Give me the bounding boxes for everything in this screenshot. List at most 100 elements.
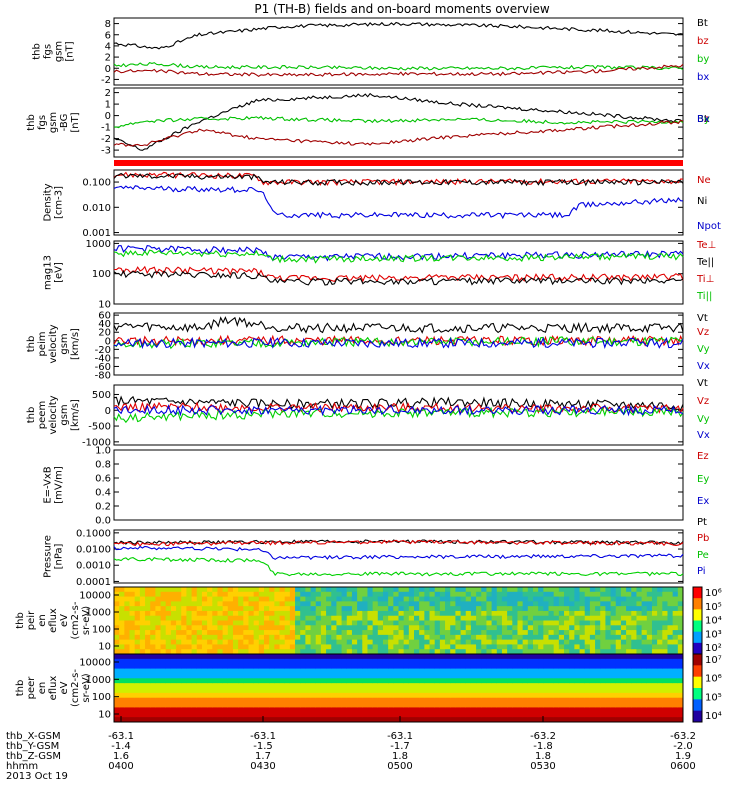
heatmap-cell <box>610 707 617 713</box>
heatmap-cell <box>232 591 239 598</box>
heatmap-cell <box>201 717 208 723</box>
heatmap-cell <box>388 625 394 631</box>
heatmap-cell <box>253 702 260 708</box>
heatmap-cell <box>662 634 668 641</box>
heatmap-cell <box>238 673 244 679</box>
legend-entry: by <box>697 54 709 65</box>
heatmap-cell <box>486 591 493 598</box>
heatmap-cell <box>589 591 596 598</box>
heatmap-cell <box>564 634 570 641</box>
heatmap-cell <box>646 683 653 689</box>
heatmap-cell <box>284 683 291 689</box>
heatmap-cell <box>610 634 617 641</box>
heatmap-cell <box>134 697 141 704</box>
heatmap-cell <box>388 668 394 674</box>
heatmap-cell <box>357 663 363 670</box>
series-by-line <box>113 61 684 71</box>
heatmap-cell <box>662 688 668 694</box>
heatmap-cell <box>227 591 234 598</box>
heatmap-cell <box>351 654 358 660</box>
heatmap-cell <box>186 649 193 655</box>
heatmap-cell <box>600 717 606 723</box>
heatmap-cell <box>207 673 213 679</box>
heatmap-cell <box>507 673 513 679</box>
heatmap-cell <box>491 649 498 655</box>
heatmap-cell <box>445 673 451 679</box>
heatmap-cell <box>119 688 125 694</box>
heatmap-cell <box>408 606 415 612</box>
heatmap-cell <box>284 707 291 713</box>
heatmap-cell <box>481 678 487 684</box>
series-ti-line <box>113 244 684 262</box>
ytick-label: 6 <box>105 30 111 41</box>
heatmap-cell <box>393 668 399 674</box>
heatmap-cell <box>129 683 136 689</box>
heatmap-cell <box>150 692 156 699</box>
heatmap-cell <box>336 663 343 670</box>
heatmap-cell <box>672 692 679 699</box>
heatmap-cell <box>538 692 544 699</box>
heatmap-cell <box>419 668 425 674</box>
heatmap-cell <box>217 601 224 607</box>
heatmap-cell <box>424 587 431 593</box>
heatmap-cell <box>279 692 286 699</box>
heatmap-cell <box>176 668 182 674</box>
heatmap-cell <box>326 639 332 645</box>
heatmap-cell <box>491 625 498 631</box>
heatmap-cell <box>145 610 151 617</box>
heatmap-cell <box>181 717 187 723</box>
heatmap-cell <box>398 601 405 607</box>
xaxis-row-label: thb_Z-GSM <box>6 751 61 762</box>
heatmap-cell <box>134 591 141 598</box>
heatmap-cell <box>486 615 493 621</box>
heatmap-cell <box>232 678 239 684</box>
heatmap-cell <box>201 625 208 631</box>
heatmap-cell <box>253 717 260 723</box>
heatmap-cell <box>651 649 658 655</box>
heatmap-cell <box>145 591 151 598</box>
heatmap-cell <box>124 625 131 631</box>
heatmap-cell <box>341 707 348 713</box>
heatmap-cell <box>289 697 296 704</box>
heatmap-cell <box>243 620 249 626</box>
heatmap-cell <box>295 620 301 626</box>
heatmap-cell <box>460 658 467 665</box>
heatmap-cell <box>243 678 249 684</box>
heatmap-cell <box>351 678 358 684</box>
heatmap-cell <box>548 654 555 660</box>
heatmap-cell <box>269 697 275 704</box>
heatmap-cell <box>351 601 358 607</box>
heatmap-cell <box>595 591 601 598</box>
heatmap-cell <box>677 673 684 679</box>
heatmap-cell <box>207 610 213 617</box>
heatmap-cell <box>538 654 544 660</box>
heatmap-cell <box>610 697 617 704</box>
heatmap-cell <box>367 692 374 699</box>
panel-8: Pressure[nPa]0.10000.01000.00100.0001PtP… <box>43 517 710 588</box>
heatmap-cell <box>501 591 508 598</box>
heatmap-cell <box>320 644 327 650</box>
heatmap-cell <box>398 644 405 650</box>
heatmap-cell <box>217 596 224 602</box>
heatmap-cell <box>139 717 146 723</box>
heatmap-cell <box>398 615 405 621</box>
heatmap-cell <box>429 591 436 598</box>
heatmap-cell <box>176 697 182 704</box>
panel-ylabel: thbpeirenefluxeV(cm2-s-sr-eV) <box>15 601 92 639</box>
heatmap-cell <box>414 591 420 598</box>
xaxis-row-label: hhmm <box>6 761 38 772</box>
heatmap-cell <box>532 606 539 612</box>
heatmap-cell <box>377 668 384 674</box>
heatmap-cell <box>564 697 570 704</box>
heatmap-cell <box>264 625 270 631</box>
heatmap-cell <box>491 707 498 713</box>
heatmap-cell <box>336 717 343 723</box>
heatmap-cell <box>569 707 575 713</box>
heatmap-cell <box>217 644 224 650</box>
heatmap-cell <box>336 587 343 593</box>
heatmap-cell <box>600 615 606 621</box>
heatmap-cell <box>491 697 498 704</box>
heatmap-cell <box>160 673 167 679</box>
heatmap-cell <box>274 692 281 699</box>
heatmap-cell <box>201 663 208 670</box>
